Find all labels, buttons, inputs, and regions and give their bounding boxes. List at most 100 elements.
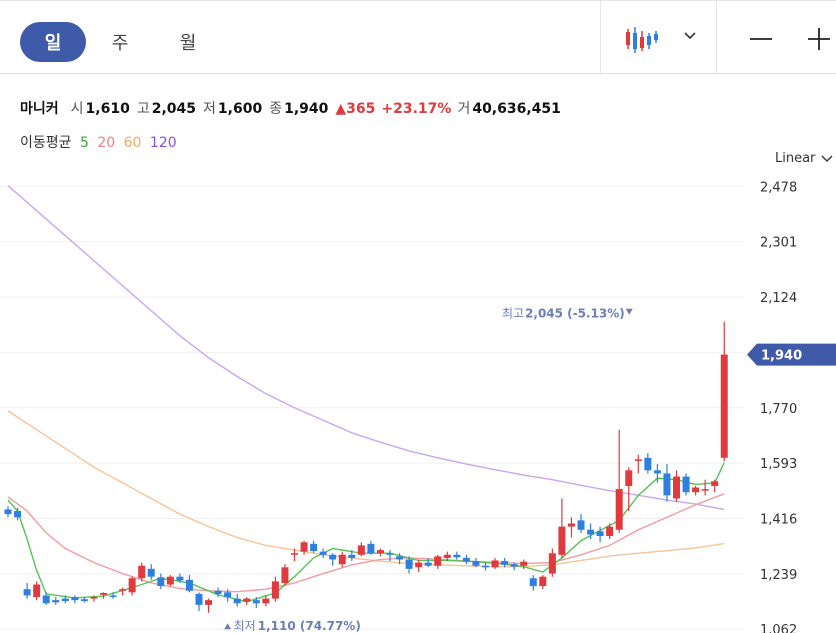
gridlines bbox=[0, 185, 745, 630]
low-label: 저 bbox=[203, 101, 216, 117]
candle[interactable] bbox=[224, 589, 232, 602]
candle[interactable] bbox=[252, 597, 260, 608]
candle[interactable] bbox=[682, 473, 690, 496]
candle[interactable] bbox=[443, 551, 451, 562]
candle[interactable] bbox=[310, 540, 318, 554]
candle[interactable] bbox=[23, 582, 31, 599]
candle[interactable] bbox=[462, 554, 470, 565]
candle[interactable] bbox=[214, 587, 222, 598]
candle[interactable] bbox=[625, 467, 633, 511]
candle[interactable] bbox=[176, 573, 184, 583]
candle[interactable] bbox=[376, 548, 384, 557]
candle[interactable] bbox=[109, 592, 117, 599]
y-tick-label: 1,239 bbox=[760, 568, 797, 583]
candlestick-icon[interactable] bbox=[624, 25, 658, 55]
candle[interactable] bbox=[501, 557, 509, 568]
high-label: 고 bbox=[136, 101, 150, 117]
candle[interactable] bbox=[33, 581, 41, 601]
scale-selector[interactable]: Linear bbox=[775, 151, 833, 166]
high-annotation: 최고2,045 (-5.13%) bbox=[502, 307, 625, 321]
candle[interactable] bbox=[434, 554, 442, 569]
zoom-in-button[interactable] bbox=[806, 25, 832, 51]
candle[interactable] bbox=[281, 564, 289, 587]
candle[interactable] bbox=[539, 575, 547, 590]
low-marker-icon bbox=[224, 623, 232, 630]
candle[interactable] bbox=[90, 595, 98, 602]
candle[interactable] bbox=[396, 553, 404, 565]
candle[interactable] bbox=[558, 498, 566, 558]
candle[interactable] bbox=[119, 587, 127, 596]
change-percent: +23.17% bbox=[381, 101, 452, 117]
candle[interactable] bbox=[587, 523, 595, 540]
candle[interactable] bbox=[329, 553, 337, 566]
candle[interactable] bbox=[205, 598, 213, 613]
candle[interactable] bbox=[472, 557, 480, 568]
candle[interactable] bbox=[233, 593, 241, 607]
candle[interactable] bbox=[529, 575, 537, 591]
candle[interactable] bbox=[606, 523, 614, 540]
candle[interactable] bbox=[520, 559, 528, 569]
scale-label: Linear bbox=[775, 151, 816, 166]
candle[interactable] bbox=[653, 464, 661, 483]
candle[interactable] bbox=[548, 548, 556, 577]
tab-daily[interactable]: 일 bbox=[20, 22, 86, 62]
candle[interactable] bbox=[405, 556, 413, 574]
quote-summary: 마니커 시 1,610 고 2,045 저 1,600 종 1,940 ▲365… bbox=[20, 98, 568, 118]
candlestick-chart[interactable]: 2,478 2,301 2,124 1,770 1,593 1,416 1,239 1,062… bbox=[0, 170, 836, 633]
moving-average-label: 이동평균 bbox=[20, 135, 72, 151]
candle[interactable] bbox=[482, 562, 489, 571]
candle[interactable] bbox=[711, 479, 719, 493]
candle[interactable] bbox=[80, 597, 88, 603]
candle[interactable] bbox=[673, 470, 680, 502]
candle[interactable] bbox=[271, 576, 279, 602]
ma120-line bbox=[7, 185, 725, 511]
zoom-out-button[interactable] bbox=[748, 25, 774, 51]
tab-weekly[interactable]: 주 bbox=[111, 33, 129, 54]
candle[interactable] bbox=[338, 551, 346, 568]
candle[interactable] bbox=[491, 557, 499, 569]
candle[interactable] bbox=[71, 595, 79, 604]
candle[interactable] bbox=[185, 575, 193, 593]
candle[interactable] bbox=[415, 559, 423, 572]
candle[interactable] bbox=[663, 464, 671, 502]
candle[interactable] bbox=[243, 597, 251, 605]
candle[interactable] bbox=[453, 551, 461, 560]
candle[interactable] bbox=[157, 573, 165, 590]
candle[interactable] bbox=[720, 321, 728, 461]
candle[interactable] bbox=[386, 550, 394, 562]
candle[interactable] bbox=[577, 514, 585, 533]
candle[interactable] bbox=[510, 562, 518, 571]
candle[interactable] bbox=[348, 550, 356, 562]
candle[interactable] bbox=[166, 575, 174, 587]
candle[interactable] bbox=[138, 562, 146, 582]
candle[interactable] bbox=[596, 526, 604, 543]
candle[interactable] bbox=[319, 548, 327, 558]
candle[interactable] bbox=[615, 429, 623, 533]
candle[interactable] bbox=[300, 540, 308, 555]
close-value: 1,940 bbox=[284, 101, 329, 117]
candle[interactable] bbox=[42, 592, 50, 605]
candle[interactable] bbox=[567, 517, 575, 538]
candle[interactable] bbox=[4, 506, 12, 518]
candle[interactable] bbox=[128, 576, 136, 596]
candle[interactable] bbox=[61, 595, 69, 604]
low-annotation: 최저 1,110 (74.77%) bbox=[234, 619, 361, 633]
candle[interactable] bbox=[147, 564, 155, 580]
candle[interactable] bbox=[367, 540, 375, 555]
candle[interactable] bbox=[262, 595, 270, 607]
candle[interactable] bbox=[644, 453, 652, 474]
candle[interactable] bbox=[692, 485, 700, 496]
ma-period-5: 5 bbox=[79, 135, 89, 151]
candle[interactable] bbox=[52, 597, 60, 605]
tab-monthly[interactable]: 월 bbox=[179, 33, 197, 54]
candle[interactable] bbox=[357, 542, 365, 557]
chevron-down-icon[interactable] bbox=[683, 31, 697, 41]
candle[interactable] bbox=[634, 454, 642, 474]
candle[interactable] bbox=[100, 592, 107, 599]
candle[interactable] bbox=[291, 548, 298, 562]
candle[interactable] bbox=[14, 507, 22, 521]
candle[interactable] bbox=[701, 479, 709, 496]
candle[interactable] bbox=[424, 557, 432, 568]
moving-average-legend[interactable]: 이동평균 5 20 60 120 bbox=[20, 132, 181, 152]
candle[interactable] bbox=[195, 592, 203, 612]
